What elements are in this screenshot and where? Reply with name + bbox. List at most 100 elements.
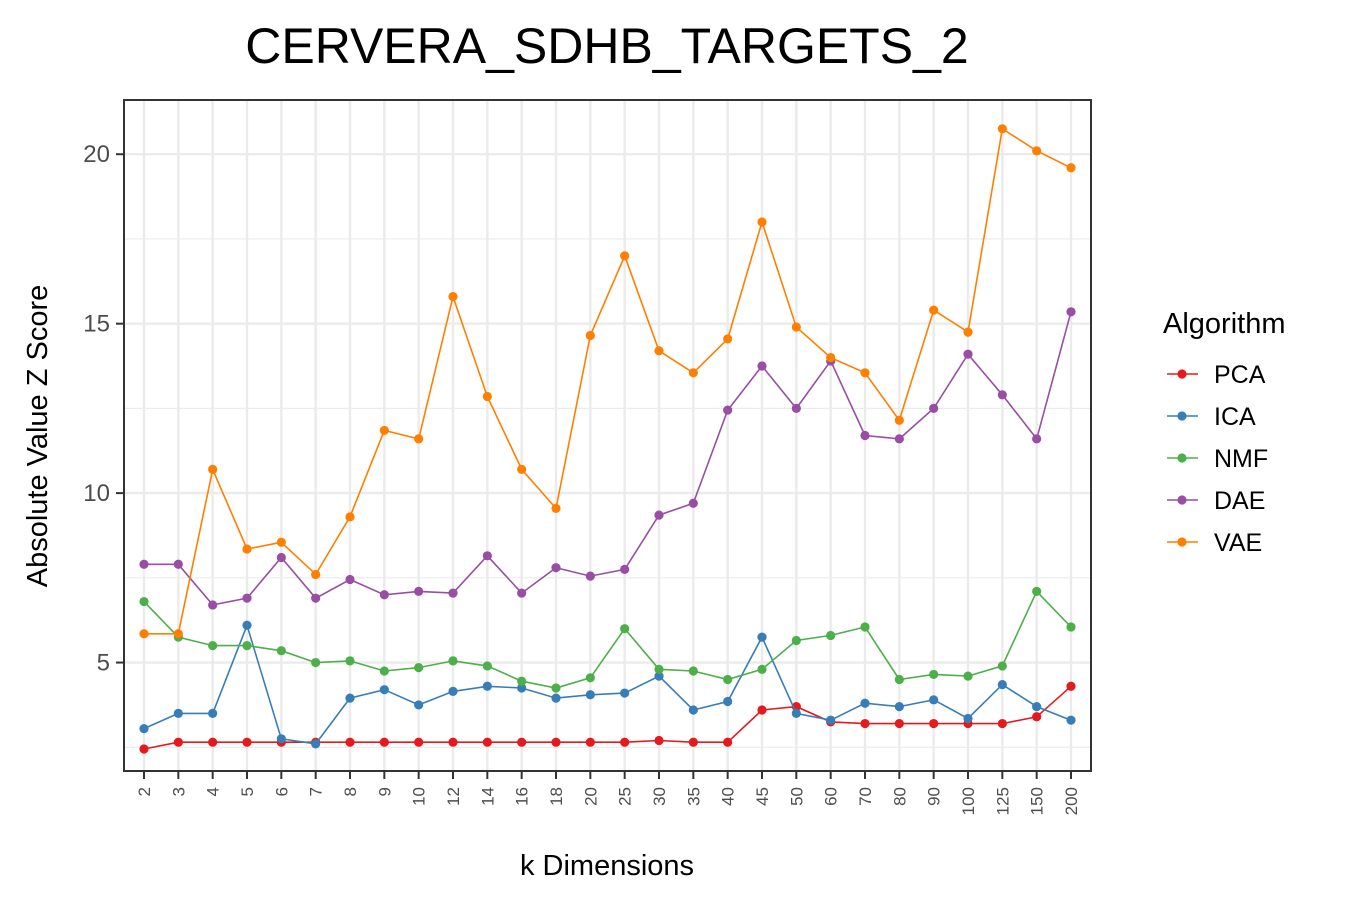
minor-gridlines	[124, 238, 1091, 748]
data-point-nmf	[379, 666, 389, 676]
series-layer	[139, 124, 1076, 754]
data-point-pca	[860, 718, 870, 729]
data-point-nmf	[894, 674, 904, 685]
x-tick-label: 90	[925, 787, 944, 806]
x-tick-label: 80	[890, 787, 909, 806]
x-tick-label: 12	[444, 787, 463, 806]
x-tick-label: 45	[753, 787, 772, 806]
data-point-pca	[551, 737, 561, 747]
data-point-ica	[585, 690, 595, 700]
legend-label: DAE	[1214, 487, 1265, 515]
x-axis: 2 3 4 5 6 7 8 9 10 12 14 16 18 20 25 30 35 40 45 50 60 70 80 90…	[135, 771, 1081, 815]
x-tick-label: 9	[375, 787, 394, 796]
x-tick-label: 4	[204, 787, 223, 796]
data-point-ica	[482, 681, 492, 691]
x-tick-label: 5	[238, 787, 257, 796]
data-point-ica	[345, 693, 355, 703]
data-point-dae	[929, 403, 939, 413]
chart-title: CERVERA_SDHB_TARGETS_2	[245, 18, 968, 74]
data-point-nmf	[963, 671, 973, 681]
data-point-nmf	[414, 663, 424, 673]
data-point-pca	[208, 737, 218, 747]
data-point-vae	[860, 368, 870, 378]
x-tick-label: 6	[272, 787, 291, 796]
data-point-ica	[620, 688, 630, 698]
data-point-vae	[620, 251, 630, 261]
x-tick-label: 20	[581, 787, 600, 806]
data-point-dae	[173, 559, 183, 569]
data-point-ica	[791, 708, 801, 718]
data-point-vae	[585, 330, 595, 341]
y-tick-label: 10	[83, 480, 110, 507]
x-tick-label: 100	[959, 787, 978, 815]
data-point-vae	[929, 305, 939, 315]
data-point-dae	[791, 403, 801, 413]
legend-item-nmf: NMF	[1167, 445, 1268, 473]
x-tick-label: 25	[616, 787, 635, 806]
data-point-ica	[894, 702, 904, 712]
data-point-dae	[654, 510, 664, 520]
data-point-ica	[963, 713, 973, 724]
data-point-pca	[757, 705, 767, 715]
x-tick-label: 3	[169, 787, 188, 796]
data-point-pca	[997, 718, 1007, 729]
data-point-ica	[826, 715, 836, 725]
legend-key-point	[1177, 453, 1187, 463]
legend-key-point	[1177, 537, 1187, 547]
legend-title: Algorithm	[1163, 308, 1286, 340]
legend-label: VAE	[1214, 529, 1262, 557]
data-point-pca	[482, 737, 492, 747]
series-vae	[139, 124, 1076, 639]
x-tick-label: 70	[856, 787, 875, 806]
data-point-vae	[791, 322, 801, 332]
data-point-nmf	[585, 673, 595, 683]
x-tick-label: 125	[993, 787, 1012, 815]
x-tick-label: 8	[341, 787, 360, 796]
data-point-vae	[379, 425, 389, 436]
data-point-ica	[723, 696, 733, 707]
data-point-dae	[688, 498, 698, 508]
data-point-nmf	[757, 664, 767, 674]
data-point-dae	[757, 361, 767, 371]
data-point-pca	[139, 744, 149, 754]
series-line-dae	[144, 311, 1072, 606]
legend-label: NMF	[1214, 445, 1268, 473]
data-point-dae	[311, 593, 321, 603]
legend: Algorithm PCA ICA NMF DAE VAE	[1163, 308, 1286, 557]
series-line-vae	[144, 127, 1072, 635]
data-point-vae	[688, 368, 698, 378]
data-point-ica	[242, 620, 252, 630]
data-point-pca	[723, 737, 733, 747]
x-tick-label: 50	[787, 787, 806, 806]
x-tick-label: 40	[719, 787, 738, 806]
data-point-pca	[345, 737, 355, 747]
data-point-vae	[208, 464, 218, 474]
data-point-vae	[654, 346, 664, 356]
data-point-dae	[276, 552, 286, 563]
data-point-nmf	[929, 669, 939, 680]
y-tick-label: 5	[97, 650, 110, 677]
data-point-nmf	[517, 676, 527, 686]
x-tick-label: 35	[684, 787, 703, 806]
data-point-nmf	[791, 635, 801, 646]
series-dae	[139, 307, 1076, 610]
legend-key-point	[1177, 495, 1187, 505]
data-point-dae	[414, 586, 424, 596]
data-point-nmf	[448, 656, 458, 666]
data-point-dae	[345, 574, 355, 585]
data-point-dae	[997, 390, 1007, 400]
data-point-vae	[551, 503, 561, 513]
data-point-pca	[379, 737, 389, 747]
x-tick-label: 200	[1062, 787, 1081, 815]
series-ica	[139, 620, 1076, 749]
data-point-ica	[1066, 715, 1076, 725]
x-tick-label: 60	[822, 787, 841, 806]
data-point-nmf	[482, 661, 492, 671]
major-gridlines	[124, 100, 1091, 771]
data-point-nmf	[654, 664, 664, 674]
data-point-dae	[723, 405, 733, 415]
x-tick-label: 10	[410, 787, 429, 806]
series-line-pca	[143, 685, 1072, 750]
x-tick-label: 150	[1028, 787, 1047, 815]
